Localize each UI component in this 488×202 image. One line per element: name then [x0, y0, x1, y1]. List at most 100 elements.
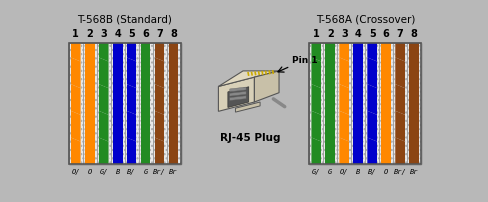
Polygon shape [311, 138, 321, 168]
Bar [339, 43, 348, 164]
Polygon shape [366, 164, 376, 195]
Bar [138, 43, 152, 164]
Text: Br: Br [409, 169, 418, 175]
Polygon shape [154, 57, 164, 88]
Polygon shape [126, 4, 136, 35]
Text: 8: 8 [410, 29, 417, 39]
Bar [154, 43, 164, 164]
Polygon shape [99, 84, 108, 115]
Text: T-568A (Crossover): T-568A (Crossover) [315, 14, 414, 24]
Bar [126, 43, 136, 164]
Polygon shape [71, 31, 81, 61]
Polygon shape [71, 84, 81, 115]
Text: 7: 7 [396, 29, 403, 39]
Polygon shape [229, 92, 245, 96]
Polygon shape [126, 0, 136, 8]
Bar [152, 43, 166, 164]
Bar [408, 43, 418, 164]
Polygon shape [394, 31, 404, 61]
Polygon shape [154, 31, 164, 61]
Polygon shape [339, 84, 348, 115]
Bar [337, 43, 350, 164]
Bar [99, 43, 108, 164]
Bar [126, 43, 136, 164]
Bar [68, 43, 180, 164]
Text: 3: 3 [340, 29, 347, 39]
Polygon shape [218, 71, 279, 86]
Polygon shape [339, 57, 348, 88]
Bar [381, 43, 390, 164]
Text: G: G [143, 169, 147, 175]
Bar [366, 43, 376, 164]
Polygon shape [229, 96, 245, 100]
Text: 7: 7 [156, 29, 163, 39]
Bar [71, 43, 81, 164]
Polygon shape [229, 87, 245, 92]
Polygon shape [154, 164, 164, 195]
Polygon shape [154, 138, 164, 168]
Polygon shape [311, 111, 321, 142]
Polygon shape [126, 138, 136, 168]
Bar [366, 43, 376, 164]
Polygon shape [339, 111, 348, 142]
Polygon shape [339, 4, 348, 35]
Text: O: O [383, 169, 387, 175]
Text: 1: 1 [72, 29, 79, 39]
Text: G/: G/ [311, 169, 320, 175]
Bar [392, 43, 407, 164]
Text: Pin 1: Pin 1 [291, 56, 317, 65]
Polygon shape [311, 57, 321, 88]
Text: Br: Br [169, 169, 178, 175]
Text: B: B [115, 169, 120, 175]
Polygon shape [71, 4, 81, 35]
Polygon shape [254, 71, 279, 102]
Polygon shape [99, 164, 108, 195]
Polygon shape [99, 0, 108, 8]
Bar [68, 43, 180, 164]
Bar [124, 43, 138, 164]
Bar [323, 43, 337, 164]
Polygon shape [394, 164, 404, 195]
Polygon shape [71, 164, 81, 195]
Bar [353, 43, 363, 164]
Bar [97, 43, 110, 164]
Polygon shape [366, 31, 376, 61]
Bar [68, 43, 82, 164]
Bar [311, 43, 321, 164]
Bar [168, 43, 178, 164]
Bar [309, 43, 420, 164]
Polygon shape [126, 164, 136, 195]
Polygon shape [311, 84, 321, 115]
Text: G: G [327, 169, 332, 175]
Polygon shape [235, 102, 260, 112]
Polygon shape [126, 111, 136, 142]
Polygon shape [366, 138, 376, 168]
Polygon shape [154, 111, 164, 142]
Text: 1: 1 [312, 29, 319, 39]
Bar [166, 43, 180, 164]
Text: 4: 4 [114, 29, 121, 39]
Polygon shape [339, 164, 348, 195]
Text: 6: 6 [142, 29, 149, 39]
Polygon shape [394, 4, 404, 35]
Polygon shape [99, 111, 108, 142]
Text: 2: 2 [86, 29, 93, 39]
Text: 2: 2 [326, 29, 333, 39]
Polygon shape [394, 84, 404, 115]
Text: T-568B (Standard): T-568B (Standard) [77, 14, 172, 24]
Bar [394, 43, 404, 164]
Bar [82, 43, 97, 164]
Bar [309, 43, 323, 164]
Bar [339, 43, 348, 164]
Text: 8: 8 [170, 29, 177, 39]
Text: O/: O/ [71, 169, 80, 175]
Text: Br/: Br/ [393, 169, 406, 175]
Bar [325, 43, 334, 164]
Polygon shape [126, 31, 136, 61]
Bar [110, 43, 124, 164]
Polygon shape [99, 138, 108, 168]
Bar [365, 43, 379, 164]
Bar [309, 43, 420, 164]
Polygon shape [99, 4, 108, 35]
Polygon shape [366, 4, 376, 35]
